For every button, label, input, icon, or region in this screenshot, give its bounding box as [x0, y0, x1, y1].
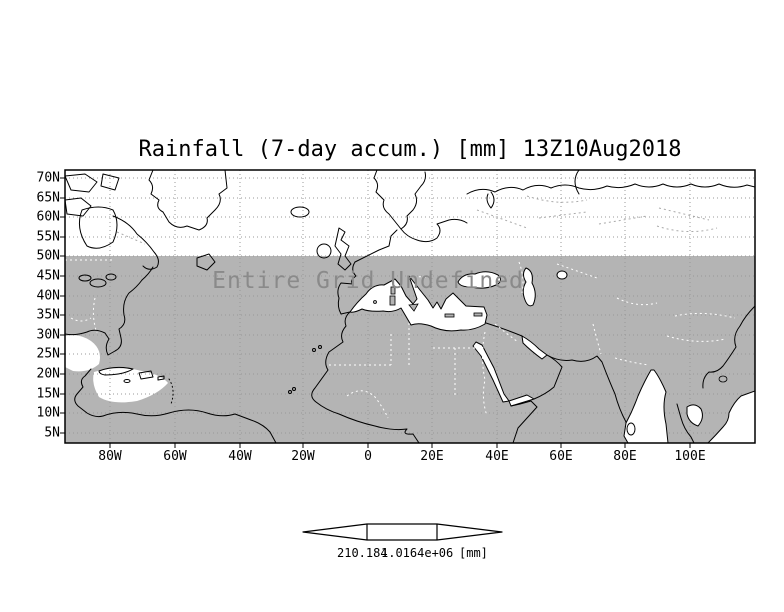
- malay-peninsula: [676, 403, 695, 443]
- lat-axis-label: 15N: [36, 386, 60, 402]
- lat-axis-label: 45N: [36, 268, 60, 284]
- corsica: [390, 286, 396, 295]
- arctic-island: [100, 173, 120, 191]
- colorbar-tick-label: 1.0164e+06: [381, 546, 454, 560]
- central-america-coast: [74, 368, 104, 418]
- island-fills: [373, 286, 728, 383]
- sardinia: [389, 295, 396, 306]
- great-lake: [89, 278, 107, 288]
- rivers-and-borders: [65, 259, 736, 419]
- jamaica: [123, 379, 131, 383]
- hainan: [718, 375, 728, 383]
- dotted-texture: [116, 195, 718, 245]
- lat-axis-label: 60N: [36, 209, 60, 225]
- map-svg: [60, 169, 756, 448]
- china-coast: [702, 305, 755, 389]
- lon-axis-label: 80W: [98, 449, 122, 464]
- great-lake: [78, 274, 92, 282]
- south-america-coast: [102, 409, 277, 443]
- lon-axis-label: 80E: [613, 449, 637, 464]
- cape-verde-island: [292, 387, 296, 391]
- gulf-of-thailand: [686, 404, 703, 427]
- lat-axis-label: 50N: [36, 248, 60, 264]
- coastlines: [65, 170, 755, 443]
- lon-axis-label: 0: [364, 449, 372, 464]
- crete: [444, 313, 455, 318]
- balearics: [373, 300, 377, 304]
- baltic-sea-coast: [400, 218, 468, 243]
- lon-axis-label: 20E: [420, 449, 444, 464]
- aral-sea: [556, 270, 568, 280]
- lat-axis-label: 40N: [36, 288, 60, 304]
- colorbar-units-label: [mm]: [459, 546, 488, 560]
- south-china-sea: [707, 390, 755, 443]
- arabia-south-coast: [533, 354, 563, 400]
- russia-arctic-coast: [466, 183, 755, 195]
- greenland: [148, 170, 228, 231]
- iran-india-coast: [546, 354, 627, 423]
- hispaniola: [138, 370, 154, 380]
- bay-of-bengal: [623, 369, 669, 443]
- lon-axis-label: 20W: [291, 449, 315, 464]
- horn-of-africa: [510, 400, 538, 443]
- lon-axis-label: 60W: [163, 449, 187, 464]
- sri-lanka: [626, 422, 636, 436]
- great-britain: [334, 227, 352, 271]
- lat-axis-label: 10N: [36, 405, 60, 421]
- lat-axis-label: 25N: [36, 346, 60, 362]
- puerto-rico: [157, 375, 165, 381]
- black-sea: [457, 271, 502, 289]
- gulf-of-mexico: [65, 335, 100, 372]
- hudson-bay: [78, 206, 118, 249]
- west-africa-coast: [311, 311, 420, 443]
- canary-island: [318, 345, 322, 349]
- lat-axis-label: 35N: [36, 307, 60, 323]
- white-sea: [486, 191, 495, 209]
- levant-to-gulf: [485, 322, 523, 337]
- great-lake: [105, 273, 117, 281]
- labrador-coast: [112, 215, 159, 270]
- cuba: [98, 366, 134, 376]
- lat-axis-label: 65N: [36, 190, 60, 206]
- caspian-sea: [522, 267, 536, 307]
- canary-island: [312, 348, 316, 352]
- map-frame: [64, 169, 756, 444]
- lon-axis-label: 100E: [674, 449, 706, 464]
- sicily: [408, 303, 419, 312]
- us-northeast-coast: [141, 266, 154, 281]
- lat-axis-label: 70N: [36, 170, 60, 186]
- scandinavia: [373, 170, 426, 230]
- red-sea: [472, 341, 510, 403]
- persian-gulf: [521, 335, 548, 360]
- lat-axis-label: 20N: [36, 366, 60, 382]
- lon-axis-label: 60E: [549, 449, 573, 464]
- iceland: [290, 206, 310, 218]
- lesser-antilles: [168, 378, 174, 405]
- us-east-coast: [65, 279, 143, 356]
- newfoundland: [196, 253, 216, 271]
- novaya-zemlya: [574, 170, 580, 195]
- lat-axis-label: 30N: [36, 327, 60, 343]
- page-title: Rainfall (7-day accum.) [mm] 13Z10Aug201…: [138, 137, 682, 162]
- lat-axis-label: 55N: [36, 229, 60, 245]
- arctic-island: [65, 197, 92, 217]
- frame-and-ticks: [60, 169, 756, 448]
- lon-axis-label: 40E: [485, 449, 509, 464]
- lon-axis-label: 40W: [228, 449, 252, 464]
- colorbar-tick-label: 210.184: [337, 546, 388, 560]
- arctic-island: [65, 173, 98, 193]
- ireland: [316, 243, 332, 259]
- lat-axis-label: 5N: [44, 425, 60, 441]
- colorbar-shape: [302, 523, 503, 541]
- cyprus: [473, 312, 483, 317]
- france-iberia-coast: [337, 261, 357, 315]
- colorbar: [302, 523, 503, 541]
- cape-verde-island: [288, 390, 292, 394]
- grid-undefined-label: Entire Grid Undefined: [212, 268, 524, 294]
- north-sea-coast: [354, 229, 398, 263]
